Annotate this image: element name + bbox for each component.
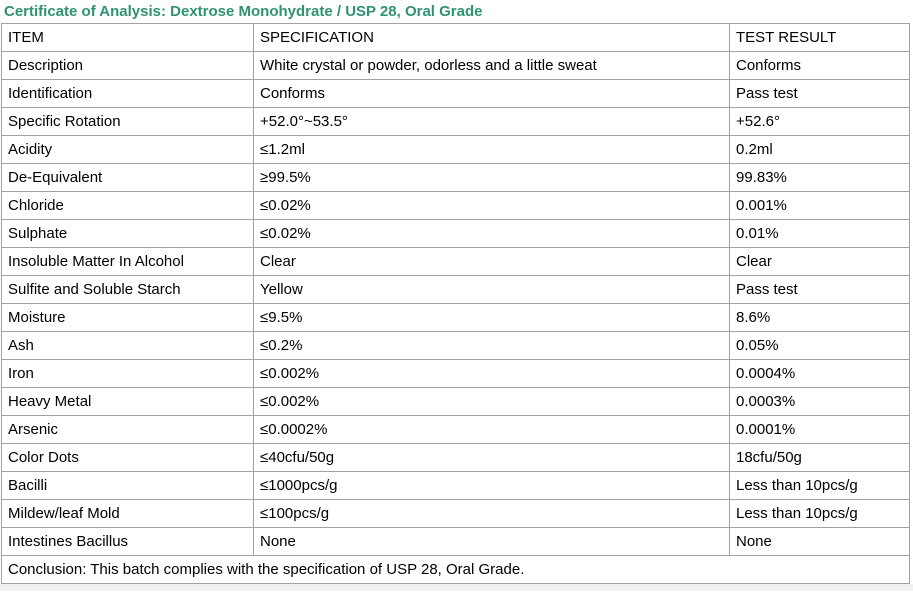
- specification-cell: ≤0.002%: [253, 387, 730, 416]
- test-result-cell: 18cfu/50g: [729, 443, 910, 472]
- table-row: Acidity ≤1.2ml 0.2ml: [1, 135, 910, 164]
- item-cell: Intestines Bacillus: [1, 527, 254, 556]
- item-cell: Sulfite and Soluble Starch: [1, 275, 254, 304]
- item-cell: Arsenic: [1, 415, 254, 444]
- item-cell: Bacilli: [1, 471, 254, 500]
- page-title: Certificate of Analysis: Dextrose Monohy…: [4, 3, 483, 20]
- column-header-specification: SPECIFICATION: [253, 23, 730, 52]
- test-result-cell: 0.0001%: [729, 415, 910, 444]
- table-row: Color Dots ≤40cfu/50g 18cfu/50g: [1, 443, 910, 472]
- item-cell: Identification: [1, 79, 254, 108]
- test-result-cell: 0.001%: [729, 191, 910, 220]
- table-row: Intestines Bacillus None None: [1, 527, 910, 556]
- test-result-cell: 8.6%: [729, 303, 910, 332]
- specification-cell: ≤0.02%: [253, 191, 730, 220]
- table-row: Moisture ≤9.5% 8.6%: [1, 303, 910, 332]
- item-cell: Description: [1, 51, 254, 80]
- specification-cell: White crystal or powder, odorless and a …: [253, 51, 730, 80]
- test-result-cell: 0.2ml: [729, 135, 910, 164]
- page-bottom-margin: [0, 584, 913, 591]
- specification-cell: ≤100pcs/g: [253, 499, 730, 528]
- table-row: Specific Rotation +52.0°~53.5° +52.6°: [1, 107, 910, 136]
- specification-cell: ≤1.2ml: [253, 135, 730, 164]
- specification-cell: None: [253, 527, 730, 556]
- item-cell: Chloride: [1, 191, 254, 220]
- test-result-cell: 0.0004%: [729, 359, 910, 388]
- table-row: Chloride ≤0.02% 0.001%: [1, 191, 910, 220]
- specification-cell: ≤0.02%: [253, 219, 730, 248]
- table-row: Arsenic ≤0.0002% 0.0001%: [1, 415, 910, 444]
- table-row: Mildew/leaf Mold ≤100pcs/g Less than 10pcs…: [1, 499, 910, 528]
- item-cell: Sulphate: [1, 219, 254, 248]
- item-cell: Ash: [1, 331, 254, 360]
- column-header-item: ITEM: [1, 23, 254, 52]
- specification-cell: Clear: [253, 247, 730, 276]
- item-cell: Insoluble Matter In Alcohol: [1, 247, 254, 276]
- table-header-row: ITEM SPECIFICATION TEST RESULT: [1, 23, 910, 52]
- item-cell: Specific Rotation: [1, 107, 254, 136]
- table-row: Description White crystal or powder, odor…: [1, 51, 910, 80]
- item-cell: Color Dots: [1, 443, 254, 472]
- test-result-cell: 0.0003%: [729, 387, 910, 416]
- table-row: Bacilli ≤1000pcs/g Less than 10pcs/g: [1, 471, 910, 500]
- test-result-cell: 0.05%: [729, 331, 910, 360]
- test-result-cell: None: [729, 527, 910, 556]
- item-cell: Acidity: [1, 135, 254, 164]
- table-row: Heavy Metal ≤0.002% 0.0003%: [1, 387, 910, 416]
- test-result-cell: Pass test: [729, 79, 910, 108]
- test-result-cell: Less than 10pcs/g: [729, 471, 910, 500]
- specification-cell: ≤1000pcs/g: [253, 471, 730, 500]
- test-result-cell: Conforms: [729, 51, 910, 80]
- test-result-cell: +52.6°: [729, 107, 910, 136]
- test-result-cell: Pass test: [729, 275, 910, 304]
- table-row: Insoluble Matter In Alcohol Clear Clear: [1, 247, 910, 276]
- test-result-cell: Clear: [729, 247, 910, 276]
- table-row: Sulfite and Soluble Starch Yellow Pass tes…: [1, 275, 910, 304]
- specification-cell: Yellow: [253, 275, 730, 304]
- specification-cell: ≤40cfu/50g: [253, 443, 730, 472]
- specification-cell: ≥99.5%: [253, 163, 730, 192]
- table-row: De-Equivalent ≥99.5% 99.83%: [1, 163, 910, 192]
- test-result-cell: 99.83%: [729, 163, 910, 192]
- item-cell: Mildew/leaf Mold: [1, 499, 254, 528]
- table-row: Iron ≤0.002% 0.0004%: [1, 359, 910, 388]
- column-header-test-result: TEST RESULT: [729, 23, 910, 52]
- test-result-cell: Less than 10pcs/g: [729, 499, 910, 528]
- specification-cell: +52.0°~53.5°: [253, 107, 730, 136]
- conclusion-row: Conclusion: This batch complies with the…: [1, 555, 910, 584]
- specification-cell: ≤9.5%: [253, 303, 730, 332]
- table-row: Identification Conforms Pass test: [1, 79, 910, 108]
- specification-cell: Conforms: [253, 79, 730, 108]
- table-row: Ash ≤0.2% 0.05%: [1, 331, 910, 360]
- specification-cell: ≤0.2%: [253, 331, 730, 360]
- specification-cell: ≤0.002%: [253, 359, 730, 388]
- test-result-cell: 0.01%: [729, 219, 910, 248]
- item-cell: Iron: [1, 359, 254, 388]
- specification-cell: ≤0.0002%: [253, 415, 730, 444]
- conclusion-cell: Conclusion: This batch complies with the…: [1, 555, 910, 584]
- table-row: Sulphate ≤0.02% 0.01%: [1, 219, 910, 248]
- coa-table: ITEM SPECIFICATION TEST RESULT Descripti…: [1, 23, 910, 584]
- item-cell: De-Equivalent: [1, 163, 254, 192]
- item-cell: Heavy Metal: [1, 387, 254, 416]
- item-cell: Moisture: [1, 303, 254, 332]
